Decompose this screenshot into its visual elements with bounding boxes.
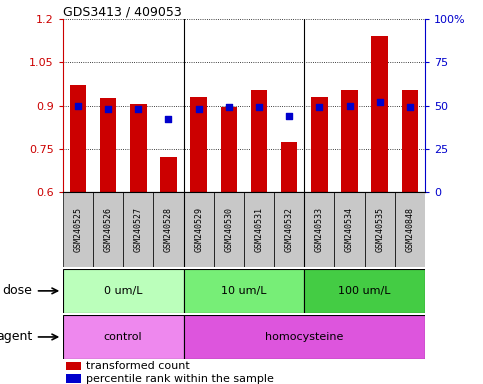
Text: 100 um/L: 100 um/L [339, 286, 391, 296]
Text: GSM240848: GSM240848 [405, 207, 414, 252]
Bar [154, 192, 184, 267]
Text: GSM240531: GSM240531 [255, 207, 264, 252]
Point [225, 104, 233, 111]
Text: GSM240525: GSM240525 [73, 207, 83, 252]
Point [285, 113, 293, 119]
Bar [251, 90, 267, 192]
Bar [184, 269, 304, 313]
Text: GSM240527: GSM240527 [134, 207, 143, 252]
Point [255, 104, 263, 111]
Text: GSM240526: GSM240526 [103, 207, 113, 252]
Bar [304, 192, 334, 267]
Text: GSM240529: GSM240529 [194, 207, 203, 252]
Bar [70, 86, 86, 192]
Bar [100, 98, 116, 192]
Bar [123, 192, 154, 267]
Text: GSM240533: GSM240533 [315, 207, 324, 252]
Bar [402, 90, 418, 192]
Bar [371, 36, 388, 192]
Point [134, 106, 142, 112]
Text: GSM240534: GSM240534 [345, 207, 354, 252]
Point [346, 103, 354, 109]
Text: control: control [104, 332, 142, 342]
Point [195, 106, 202, 112]
Bar [213, 192, 244, 267]
Text: transformed count: transformed count [86, 361, 190, 371]
Point [406, 104, 414, 111]
Bar [184, 192, 213, 267]
Text: GSM240532: GSM240532 [284, 207, 294, 252]
Text: GSM240528: GSM240528 [164, 207, 173, 252]
Point [315, 104, 323, 111]
Bar [334, 192, 365, 267]
Point [376, 99, 384, 105]
Bar [67, 374, 81, 383]
Bar [281, 142, 298, 192]
Bar [63, 315, 184, 359]
Text: GSM240535: GSM240535 [375, 207, 384, 252]
Text: dose: dose [3, 285, 32, 297]
Bar [365, 192, 395, 267]
Text: percentile rank within the sample: percentile rank within the sample [86, 374, 274, 384]
Bar [341, 90, 358, 192]
Bar [395, 192, 425, 267]
Text: GDS3413 / 409053: GDS3413 / 409053 [63, 5, 182, 18]
Bar [184, 315, 425, 359]
Bar [63, 192, 93, 267]
Text: agent: agent [0, 331, 32, 343]
Text: 10 um/L: 10 um/L [221, 286, 267, 296]
Bar [304, 269, 425, 313]
Bar [63, 269, 184, 313]
Text: homocysteine: homocysteine [265, 332, 343, 342]
Bar [190, 97, 207, 192]
Bar [274, 192, 304, 267]
Bar [160, 157, 177, 192]
Bar [130, 104, 146, 192]
Bar [311, 97, 327, 192]
Bar [93, 192, 123, 267]
Point [74, 103, 82, 109]
Point [104, 106, 112, 112]
Text: 0 um/L: 0 um/L [104, 286, 142, 296]
Bar [67, 362, 81, 370]
Text: GSM240530: GSM240530 [224, 207, 233, 252]
Bar [221, 107, 237, 192]
Bar [244, 192, 274, 267]
Point [165, 116, 172, 122]
